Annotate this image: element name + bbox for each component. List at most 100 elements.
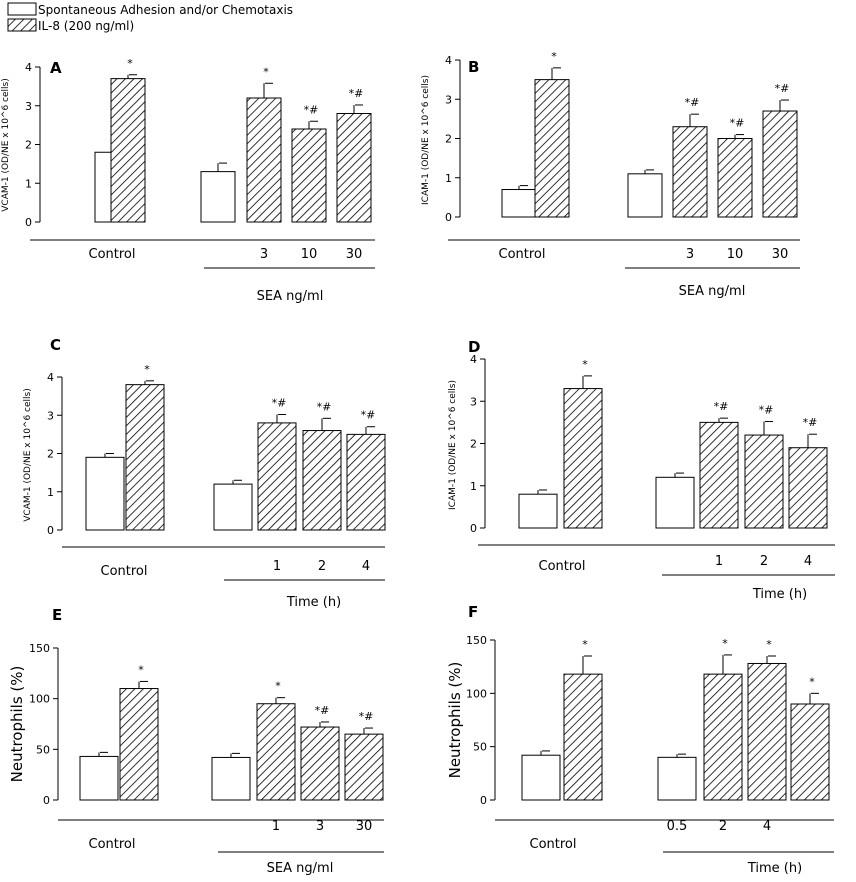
treatment-tick-label: 4 bbox=[763, 819, 771, 834]
bar-control-spontaneous bbox=[501, 189, 537, 218]
panel-letter: C bbox=[50, 336, 61, 354]
y-axis-title: VCAM-1 (OD/NE x 10^6 cells) bbox=[1, 78, 11, 212]
y-tick-label: 1 bbox=[25, 177, 32, 190]
panel-letter: A bbox=[50, 59, 62, 77]
treatment-tick-label: 30 bbox=[772, 247, 789, 262]
bar-treatment-il8 bbox=[790, 703, 830, 801]
treatment-tick-label: 10 bbox=[301, 247, 318, 262]
significance-mark: *# bbox=[361, 409, 376, 422]
bar-treatment-il8 bbox=[300, 726, 340, 801]
x-axis-title: Time (h) bbox=[286, 595, 341, 610]
bar-control-spontaneous bbox=[79, 755, 119, 801]
bar-control-spontaneous bbox=[521, 754, 561, 801]
significance-mark: *# bbox=[730, 117, 745, 130]
y-tick-label: 0 bbox=[470, 522, 477, 535]
x-axis-title: SEA ng/ml bbox=[257, 289, 324, 304]
y-tick-label: 3 bbox=[25, 100, 32, 113]
bar-treatment-il8 bbox=[346, 433, 386, 531]
y-axis-title: Neutrophils (%) bbox=[446, 662, 464, 779]
panel-letter: E bbox=[52, 606, 62, 624]
treatment-tick-label: 2 bbox=[719, 819, 727, 834]
bar-control-il8 bbox=[563, 388, 603, 529]
panel-b: B 0 1 2 3 4 ICAM-1 (OD/NE x 10^6 cells) * *# *# *#… bbox=[421, 50, 800, 299]
bar-treatment-il8 bbox=[788, 447, 828, 529]
significance-mark: * bbox=[138, 663, 144, 676]
significance-mark: * bbox=[809, 675, 815, 688]
significance-mark: * bbox=[722, 637, 728, 650]
significance-mark: * bbox=[144, 363, 150, 376]
significance-mark: *# bbox=[272, 396, 287, 409]
treatment-tick-label: 2 bbox=[760, 554, 768, 569]
bar-control-il8 bbox=[534, 79, 570, 218]
treatment-tick-label: 10 bbox=[727, 247, 744, 262]
y-tick-label: 0 bbox=[47, 524, 54, 537]
panel-c: C 0 1 2 3 4 VCAM-1 (OD/NE x 10^6 cells) * *# *# *#… bbox=[23, 336, 386, 610]
panels: A 0 1 2 3 4 VCAM-1 (OD/NE x 10^6 cells) * * *# *# C… bbox=[1, 50, 835, 876]
treatment-tick-label: 3 bbox=[686, 247, 694, 262]
legend-swatch-hatched bbox=[7, 18, 37, 32]
legend-label-spontaneous: Spontaneous Adhesion and/or Chemotaxis bbox=[38, 3, 293, 17]
bar-treatment-il8 bbox=[762, 110, 798, 218]
panel-a: A 0 1 2 3 4 VCAM-1 (OD/NE x 10^6 cells) * * *# *# C… bbox=[1, 57, 375, 304]
significance-mark: * bbox=[127, 57, 133, 70]
panel-letter: F bbox=[468, 603, 478, 621]
y-tick-label: 0 bbox=[445, 211, 452, 224]
significance-mark: *# bbox=[317, 400, 332, 413]
treatment-tick-label: 2 bbox=[318, 559, 326, 574]
control-label: Control bbox=[499, 247, 546, 262]
bar-treatment-il8 bbox=[703, 673, 743, 801]
treatment-tick-label: 3 bbox=[316, 819, 324, 834]
bar-treatment-il8 bbox=[246, 97, 282, 223]
bar-treatment-il8 bbox=[672, 126, 708, 218]
treatment-tick-label: 3 bbox=[260, 247, 268, 262]
control-label: Control bbox=[89, 247, 136, 262]
bar-treatment-il8 bbox=[717, 138, 753, 218]
bar-treatment-il8 bbox=[747, 662, 787, 801]
y-tick-label: 50 bbox=[36, 743, 50, 756]
panel-letter: B bbox=[468, 58, 479, 76]
significance-mark: *# bbox=[685, 96, 700, 109]
y-axis-title: ICAM-1 (OD/NE x 10^6 cells) bbox=[448, 380, 458, 510]
bar-treatment-spontaneous bbox=[655, 476, 695, 529]
significance-mark: * bbox=[551, 50, 557, 63]
significance-mark: * bbox=[766, 638, 772, 651]
bar-control-spontaneous bbox=[85, 456, 125, 531]
x-axis-title: SEA ng/ml bbox=[267, 861, 334, 876]
bar-treatment-spontaneous bbox=[213, 483, 253, 531]
significance-mark: *# bbox=[759, 404, 774, 417]
significance-mark: * bbox=[275, 680, 281, 693]
bar-treatment-il8 bbox=[291, 128, 327, 223]
panel-letter: D bbox=[468, 338, 480, 356]
significance-mark: *# bbox=[349, 87, 364, 100]
bar-treatment-il8 bbox=[256, 703, 296, 801]
y-tick-label: 1 bbox=[470, 480, 477, 493]
y-tick-label: 4 bbox=[470, 353, 477, 366]
bar-control-il8 bbox=[125, 384, 165, 531]
significance-mark: * bbox=[263, 65, 269, 78]
treatment-tick-label: 30 bbox=[356, 819, 373, 834]
bar-treatment-spontaneous bbox=[627, 173, 663, 218]
significance-mark: *# bbox=[315, 704, 330, 717]
y-tick-label: 150 bbox=[29, 642, 50, 655]
treatment-tick-label: 1 bbox=[715, 554, 723, 569]
y-tick-label: 150 bbox=[466, 634, 487, 647]
control-label: Control bbox=[530, 837, 577, 852]
legend-label-il8: IL-8 (200 ng/ml) bbox=[38, 19, 134, 33]
y-tick-label: 100 bbox=[29, 693, 50, 706]
bar-control-il8 bbox=[119, 688, 159, 801]
panel-f: F 0 50 100 150 Neutrophils (%) * * * * Control 0.5 2… bbox=[446, 603, 834, 876]
y-tick-label: 4 bbox=[25, 61, 32, 74]
bar-treatment-spontaneous bbox=[657, 756, 697, 801]
significance-mark: *# bbox=[803, 416, 818, 429]
x-axis-title: Time (h) bbox=[752, 587, 807, 602]
treatment-tick-label: 4 bbox=[362, 559, 370, 574]
significance-mark: *# bbox=[304, 103, 319, 116]
significance-mark: *# bbox=[359, 710, 374, 723]
y-tick-label: 3 bbox=[445, 93, 452, 106]
panel-d: D 0 1 2 3 4 ICAM-1 (OD/NE x 10^6 cells) * *# *# *#… bbox=[448, 338, 835, 602]
y-axis-title: VCAM-1 (OD/NE x 10^6 cells) bbox=[23, 388, 33, 522]
x-axis-title: Time (h) bbox=[747, 861, 802, 876]
y-tick-label: 2 bbox=[25, 139, 32, 152]
bar-treatment-il8 bbox=[257, 422, 297, 531]
